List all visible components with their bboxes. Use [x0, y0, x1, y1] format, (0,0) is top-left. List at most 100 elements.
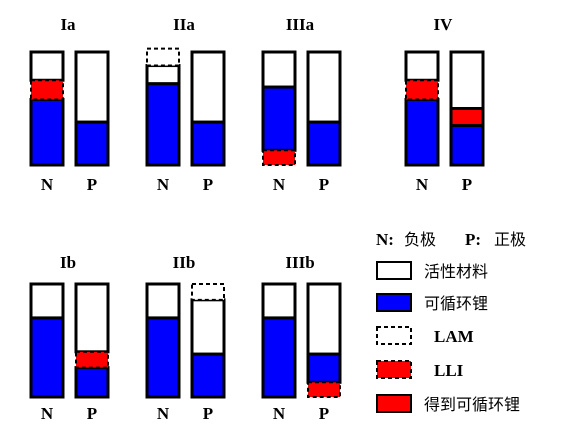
electrode-bar-n: N [404, 50, 440, 194]
legend-n-abbr: N: [376, 230, 394, 249]
electrode-label: N [157, 404, 170, 423]
segment-cyclable [190, 352, 226, 399]
legend-swatch [376, 394, 412, 413]
segment-active [449, 50, 485, 110]
legend-label: 得到可循环锂 [424, 395, 520, 414]
segment-lli [30, 79, 64, 101]
panel-iiib: IIIb N P [261, 253, 342, 423]
electrode-label: P [203, 404, 213, 423]
panel-title: IIIa [286, 15, 315, 34]
legend-n-name: 负极 [404, 230, 436, 249]
segment-cyclable [190, 120, 226, 167]
electrode-label: N [157, 175, 170, 194]
panel-title: Ia [60, 15, 76, 34]
electrode-label: N [416, 175, 429, 194]
panel-title: IIa [173, 15, 195, 34]
segment-active [190, 298, 226, 356]
segment-lli [262, 149, 296, 166]
legend-swatch [376, 261, 412, 280]
electrode-bar-p: P [190, 50, 226, 194]
segment-lli [405, 79, 439, 101]
electrode-label: P [319, 404, 329, 423]
electrode-bar-p: P [74, 50, 110, 194]
electrode-label: N [41, 175, 54, 194]
segment-active [29, 50, 65, 82]
electrode-bar-n: N [145, 47, 181, 194]
electrode-bar-n: N [145, 282, 181, 423]
segment-active [261, 282, 297, 320]
segment-active [306, 282, 342, 356]
electrode-label: N [41, 404, 54, 423]
segment-lli [307, 381, 341, 398]
segment-cyclable [404, 97, 440, 167]
legend-label: LAM [434, 327, 474, 346]
panel-iv: IV N P [404, 15, 485, 194]
segment-cyclable [145, 316, 181, 399]
electrode-bar-p: P [190, 283, 226, 423]
segment-cyclable [29, 97, 65, 167]
electrode-bar-n: N [29, 282, 65, 423]
legend-item-gained: 得到可循环锂 [376, 394, 520, 414]
segment-cyclable [306, 120, 342, 167]
segment-active [74, 50, 110, 124]
segment-cyclable [74, 120, 110, 167]
segment-cyclable [261, 316, 297, 399]
electrode-bar-n: N [261, 282, 297, 423]
legend-p-name: 正极 [494, 230, 526, 249]
panels: Ia N P IIa N P IIIa N P IV N P Ib N P IIb N P IIIb N P [29, 15, 485, 423]
panel-title: IV [434, 15, 454, 34]
panel-title: IIb [173, 253, 196, 272]
segment-active [145, 64, 181, 86]
segment-lam [191, 283, 225, 301]
electrode-bar-p: P [74, 282, 110, 423]
electrode-label: P [462, 175, 472, 194]
electrode-label: N [273, 175, 286, 194]
segment-active [145, 282, 181, 320]
legend-swatch [376, 360, 412, 379]
segment-active [306, 50, 342, 124]
electrode-label: P [319, 175, 329, 194]
segment-active [404, 50, 440, 82]
panel-ib: Ib N P [29, 253, 110, 423]
electrode-label: P [87, 175, 97, 194]
segment-lam [146, 47, 180, 67]
legend-label: 可循环锂 [424, 294, 488, 313]
segment-active [190, 50, 226, 124]
panel-title: IIIb [285, 253, 314, 272]
legend-swatch [376, 293, 412, 312]
electrode-bar-n: N [29, 50, 65, 194]
electrode-label: P [203, 175, 213, 194]
electrode-bar-p: P [306, 282, 342, 423]
segment-cyclable [449, 123, 485, 167]
legend-item-lam: LAM [376, 326, 474, 346]
segment-cyclable [261, 85, 297, 152]
panel-iib: IIb N P [145, 253, 226, 423]
segment-cyclable [306, 352, 342, 384]
panel-iiia: IIIa N P [261, 15, 342, 194]
segment-active [74, 282, 110, 354]
panel-ia: Ia N P [29, 15, 110, 194]
electrode-label: P [87, 404, 97, 423]
segment-active [261, 50, 297, 89]
electrode-bar-p: P [306, 50, 342, 194]
panel-iia: IIa N P [145, 15, 226, 194]
segment-gained [449, 107, 485, 127]
electrode-label: N [273, 404, 286, 423]
legend-label: 活性材料 [424, 262, 488, 281]
legend-label: LLI [434, 361, 464, 380]
legend-p-abbr: P: [465, 230, 481, 249]
segment-lli [75, 350, 109, 369]
segment-cyclable [29, 316, 65, 399]
legend-item-cyclable: 可循环锂 [376, 293, 488, 313]
electrode-bar-p: P [449, 50, 485, 194]
panel-title: Ib [60, 253, 76, 272]
segment-cyclable [74, 366, 110, 399]
legend-item-active: 活性材料 [376, 261, 488, 281]
electrode-bar-n: N [261, 50, 297, 194]
legend-item-lli: LLI [376, 360, 464, 380]
segment-cyclable [145, 82, 181, 167]
legend-swatch [376, 326, 412, 345]
segment-active [29, 282, 65, 320]
